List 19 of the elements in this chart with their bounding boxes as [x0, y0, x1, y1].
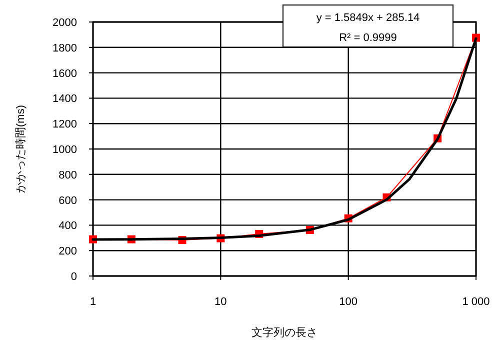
- y-tick-label: 1400: [52, 93, 77, 106]
- y-tick-label: 600: [58, 194, 77, 207]
- x-tick-label: 1 000: [462, 296, 490, 308]
- x-tick-label: 10: [214, 296, 227, 308]
- y-tick-label: 400: [58, 220, 77, 232]
- y-tick-label: 1200: [52, 118, 77, 131]
- x-tick-label: 1: [90, 296, 96, 308]
- x-tick-label: 100: [339, 296, 358, 308]
- y-tick-label: 2000: [52, 17, 77, 29]
- y-tick-label: 0: [70, 271, 77, 283]
- y-axis-title: かかった時間(ms): [14, 105, 27, 193]
- y-tick-label: 1800: [52, 42, 77, 54]
- y-tick-label: 800: [58, 169, 77, 182]
- y-tick-label: 1600: [52, 68, 77, 80]
- annotation: R² = 0.9999: [339, 32, 397, 44]
- x-axis-title: 文字列の長さ: [252, 326, 318, 339]
- y-tick-label: 1000: [52, 144, 77, 156]
- annotation: y = 1.5849x + 285.14: [316, 12, 420, 24]
- y-tick-label: 200: [58, 246, 77, 258]
